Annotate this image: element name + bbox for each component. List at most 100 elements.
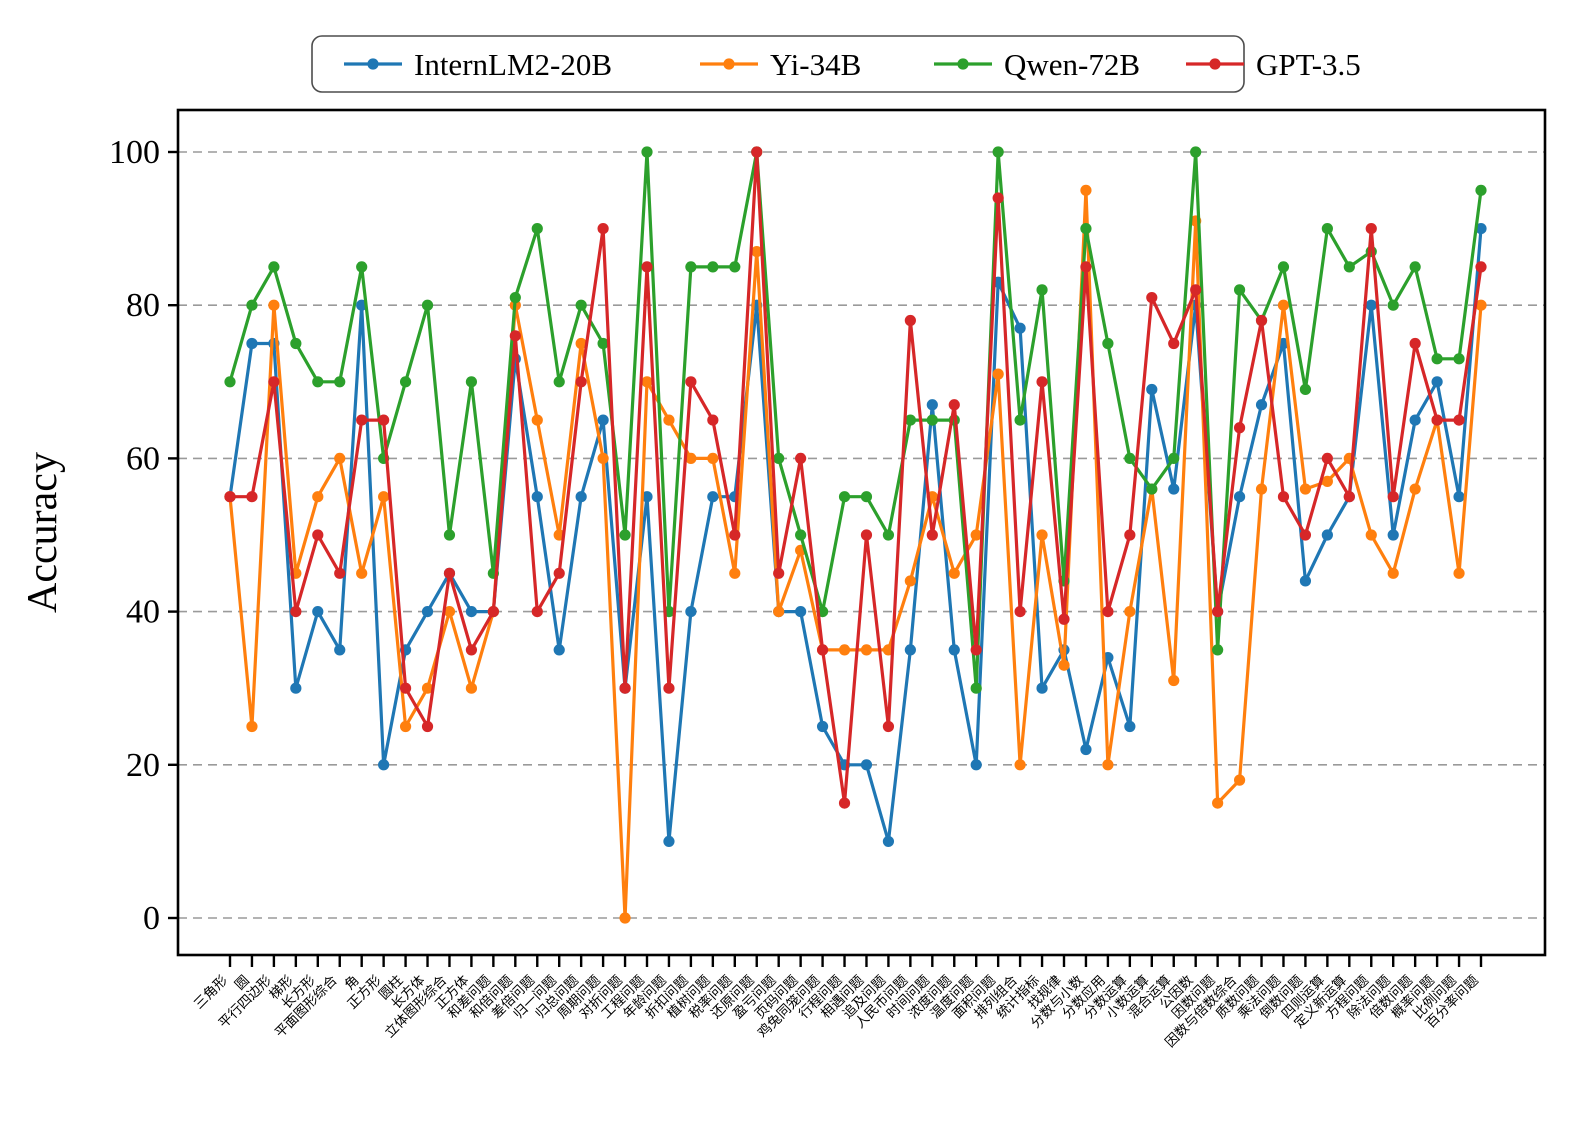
data-point-Yi-34B-浓度问题 bbox=[948, 567, 960, 579]
data-point-Yi-34B-差倍问题 bbox=[531, 414, 543, 426]
data-point-Qwen-72B-概率问题 bbox=[1431, 353, 1443, 365]
data-point-Qwen-72B-乘法问题 bbox=[1277, 261, 1290, 273]
data-point-GPT-3.5-因数问题 bbox=[1212, 606, 1224, 618]
y-tick-label-100: 100 bbox=[109, 134, 160, 171]
data-point-GPT-3.5-周期问题 bbox=[597, 223, 609, 235]
data-point-Qwen-72B-三角形 bbox=[224, 376, 236, 388]
data-point-InternLM2-20B-鸡兔同笼问题 bbox=[816, 720, 829, 733]
data-point-GPT-3.5-分数应用 bbox=[1102, 606, 1114, 618]
data-point-GPT-3.5-鸡兔同笼问题 bbox=[816, 644, 829, 656]
data-point-Qwen-72B-平面图形综合 bbox=[334, 376, 346, 388]
data-point-Qwen-72B-温度问题 bbox=[970, 682, 982, 694]
legend-label-InternLM2-20B: InternLM2-20B bbox=[414, 47, 612, 82]
data-point-GPT-3.5-面积问题 bbox=[992, 192, 1004, 204]
series-line-Yi-34B bbox=[228, 188, 1483, 920]
data-point-Qwen-72B-倍数问题 bbox=[1409, 261, 1421, 273]
data-point-Qwen-72B-追及问题 bbox=[882, 529, 895, 541]
data-point-GPT-3.5-乘法问题 bbox=[1277, 491, 1290, 503]
data-point-InternLM2-20B-工程问题 bbox=[641, 491, 653, 503]
data-point-GPT-3.5-梯形 bbox=[290, 606, 302, 618]
data-point-GPT-3.5-追及问题 bbox=[882, 720, 895, 733]
data-point-InternLM2-20B-周期问题 bbox=[597, 414, 609, 426]
data-point-Qwen-72B-长方形 bbox=[312, 376, 324, 388]
data-point-Yi-34B-折扣问题 bbox=[685, 452, 697, 464]
data-point-GPT-3.5-工程问题 bbox=[641, 261, 653, 273]
data-point-GPT-3.5-浓度问题 bbox=[948, 399, 960, 411]
data-point-InternLM2-20B-比例问题 bbox=[1453, 491, 1465, 503]
y-tick-label-0: 0 bbox=[143, 900, 160, 937]
data-point-Qwen-72B-折扣问题 bbox=[685, 261, 697, 273]
data-point-GPT-3.5-平面图形综合 bbox=[334, 567, 346, 579]
data-point-Yi-34B-正方体 bbox=[465, 682, 478, 694]
data-point-Qwen-72B-比例问题 bbox=[1453, 353, 1465, 365]
data-point-Yi-34B-行程问题 bbox=[838, 644, 851, 656]
data-point-InternLM2-20B-分数运算 bbox=[1124, 720, 1136, 733]
data-point-Qwen-72B-和倍问题 bbox=[509, 291, 521, 304]
data-point-InternLM2-20B-排列组合 bbox=[1014, 322, 1026, 334]
data-point-GPT-3.5-分数运算 bbox=[1124, 529, 1136, 541]
data-point-InternLM2-20B-正方形 bbox=[378, 759, 390, 771]
data-point-GPT-3.5-行程问题 bbox=[838, 797, 851, 809]
data-point-InternLM2-20B-分数与小数 bbox=[1080, 743, 1092, 756]
legend-marker-Qwen-72B bbox=[957, 58, 969, 70]
legend-marker-InternLM2-20B bbox=[367, 58, 379, 70]
x-tick-label-三角形: 三角形 bbox=[191, 972, 231, 1012]
data-point-Qwen-72B-排列组合 bbox=[1014, 414, 1026, 426]
data-point-InternLM2-20B-追及问题 bbox=[882, 835, 895, 848]
data-point-Yi-34B-分数运算 bbox=[1124, 606, 1136, 618]
data-point-InternLM2-20B-折扣问题 bbox=[685, 606, 697, 618]
data-point-Yi-34B-分数应用 bbox=[1102, 759, 1114, 771]
data-point-InternLM2-20B-因数与倍数综合 bbox=[1233, 491, 1246, 503]
data-point-GPT-3.5-还原问题 bbox=[751, 146, 763, 158]
legend-label-Qwen-72B: Qwen-72B bbox=[1004, 47, 1140, 82]
data-point-Qwen-72B-平行四边形 bbox=[268, 261, 280, 273]
data-point-InternLM2-20B-归一问题 bbox=[553, 644, 565, 656]
data-point-GPT-3.5-时间问题 bbox=[926, 529, 938, 541]
legend-marker-GPT-3.5 bbox=[1209, 58, 1221, 70]
data-point-GPT-3.5-概率问题 bbox=[1431, 414, 1443, 426]
data-point-Yi-34B-平行四边形 bbox=[268, 299, 280, 311]
data-point-GPT-3.5-长方形 bbox=[312, 529, 324, 541]
data-point-GPT-3.5-排列组合 bbox=[1014, 606, 1026, 618]
data-point-Qwen-72B-小数运算 bbox=[1146, 483, 1158, 495]
data-point-Yi-34B-混合运算 bbox=[1168, 674, 1180, 687]
data-point-InternLM2-20B-梯形 bbox=[290, 682, 302, 694]
data-point-Qwen-72B-归总问题 bbox=[575, 299, 587, 311]
data-point-Yi-34B-百分率问题 bbox=[1475, 299, 1487, 311]
data-point-GPT-3.5-分数与小数 bbox=[1080, 261, 1092, 273]
data-point-Yi-34B-长方形 bbox=[312, 491, 324, 503]
data-point-Qwen-72B-混合运算 bbox=[1168, 452, 1180, 464]
data-point-Qwen-72B-角 bbox=[356, 261, 368, 273]
data-point-InternLM2-20B-倍数问题 bbox=[1409, 414, 1421, 426]
data-point-GPT-3.5-温度问题 bbox=[970, 644, 982, 656]
data-point-GPT-3.5-平行四边形 bbox=[268, 376, 280, 388]
data-point-GPT-3.5-折扣问题 bbox=[685, 376, 697, 388]
data-point-Yi-34B-找规律 bbox=[1058, 659, 1070, 671]
data-point-InternLM2-20B-圆 bbox=[246, 337, 258, 350]
data-point-Yi-34B-年龄问题 bbox=[663, 414, 675, 426]
data-point-Yi-34B-倒数问题 bbox=[1299, 483, 1312, 495]
data-point-Qwen-72B-倒数问题 bbox=[1299, 383, 1312, 396]
data-point-Qwen-72B-长方体 bbox=[421, 299, 434, 311]
data-point-GPT-3.5-圆柱 bbox=[399, 682, 412, 694]
data-point-GPT-3.5-方程问题 bbox=[1365, 223, 1377, 235]
data-point-GPT-3.5-归一问题 bbox=[553, 567, 565, 579]
data-point-InternLM2-20B-相遇问题 bbox=[860, 759, 873, 771]
data-point-InternLM2-20B-长方形 bbox=[312, 606, 324, 618]
data-point-Qwen-72B-工程问题 bbox=[641, 146, 653, 158]
data-point-Qwen-72B-分数应用 bbox=[1102, 337, 1114, 350]
data-point-GPT-3.5-除法问题 bbox=[1387, 491, 1399, 503]
data-point-Yi-34B-质数问题 bbox=[1255, 483, 1268, 495]
data-point-GPT-3.5-归总问题 bbox=[575, 376, 587, 388]
data-point-GPT-3.5-正方体 bbox=[465, 644, 478, 656]
y-tick-label-20: 20 bbox=[126, 747, 160, 784]
data-point-GPT-3.5-人民币问题 bbox=[904, 314, 916, 327]
data-point-GPT-3.5-对折问题 bbox=[619, 682, 631, 694]
data-point-InternLM2-20B-浓度问题 bbox=[948, 644, 960, 656]
data-point-GPT-3.5-税率问题 bbox=[729, 529, 741, 541]
data-point-InternLM2-20B-差倍问题 bbox=[531, 491, 543, 503]
data-point-InternLM2-20B-长方体 bbox=[421, 606, 434, 618]
series-line-InternLM2-20B bbox=[228, 228, 1483, 844]
data-point-GPT-3.5-立体图形综合 bbox=[443, 567, 456, 579]
